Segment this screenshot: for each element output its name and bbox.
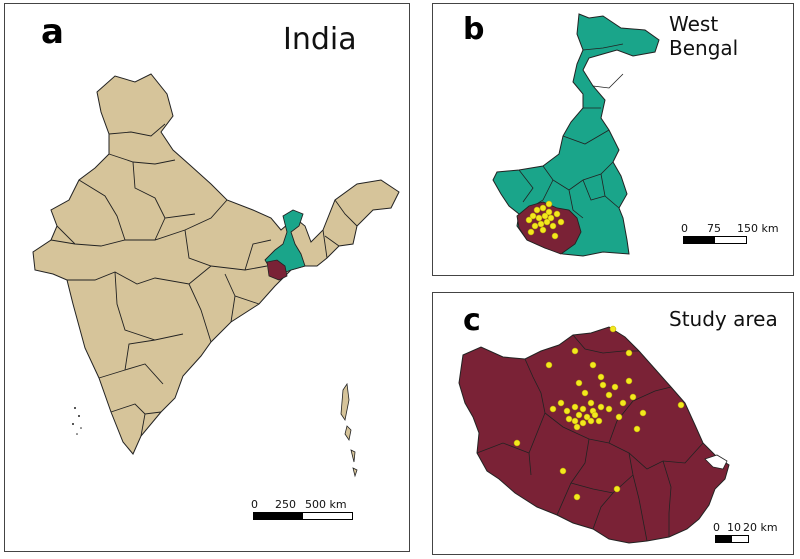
scale-tick-max: 500 km	[305, 498, 347, 511]
scale-bar-graphic	[715, 535, 749, 543]
sample-points-study-area	[513, 325, 685, 501]
panel-title-study-area: Study area	[669, 307, 778, 331]
panel-letter-a: a	[41, 12, 64, 52]
panel-letter-c: c	[463, 303, 481, 338]
state-borders	[50, 123, 358, 437]
study-area-highlight	[266, 259, 288, 281]
scale-tick-mid: 10	[727, 521, 741, 534]
scale-tick-0: 0	[713, 521, 720, 534]
scale-tick-mid: 75	[707, 222, 721, 235]
scale-bar-study-area: 0 10 20 km	[713, 521, 785, 543]
panel-letter-b: b	[463, 12, 485, 47]
panel-title-india: India	[283, 22, 357, 57]
scale-bar-graphic	[253, 512, 353, 520]
sample-points-west-bengal	[525, 200, 565, 240]
scale-tick-max: 20 km	[743, 521, 778, 534]
scale-bar-graphic	[683, 236, 747, 244]
scale-tick-mid: 250	[275, 498, 296, 511]
andaman-islands	[340, 382, 358, 478]
west-bengal-map-svg	[492, 13, 660, 257]
scale-tick-0: 0	[681, 222, 688, 235]
scale-ticks: 0 10 20 km	[713, 521, 785, 535]
west-bengal-highlight	[264, 209, 306, 275]
panel-study-area-map: c Study area	[432, 292, 794, 555]
scale-ticks: 0 75 150 km	[681, 222, 779, 236]
west-bengal-outline	[492, 13, 660, 257]
scale-bar-india: 0 250 500 km	[251, 498, 353, 520]
coastal-inlet	[704, 454, 728, 470]
panel-west-bengal-map: b West Bengal 0 75 150 k	[432, 3, 794, 276]
panel-india-map: a India	[4, 3, 410, 552]
panel-title-west-bengal: West Bengal	[669, 12, 739, 60]
india-map-svg	[32, 73, 400, 478]
lakshadweep-islands	[72, 407, 82, 435]
block-borders	[476, 334, 704, 542]
scale-tick-max: 150 km	[737, 222, 779, 235]
study-area-outline	[458, 326, 730, 544]
study-area-map-svg	[458, 325, 730, 544]
scale-bar-west-bengal: 0 75 150 km	[681, 222, 779, 244]
scale-ticks: 0 250 500 km	[251, 498, 349, 512]
scale-tick-0: 0	[251, 498, 258, 511]
